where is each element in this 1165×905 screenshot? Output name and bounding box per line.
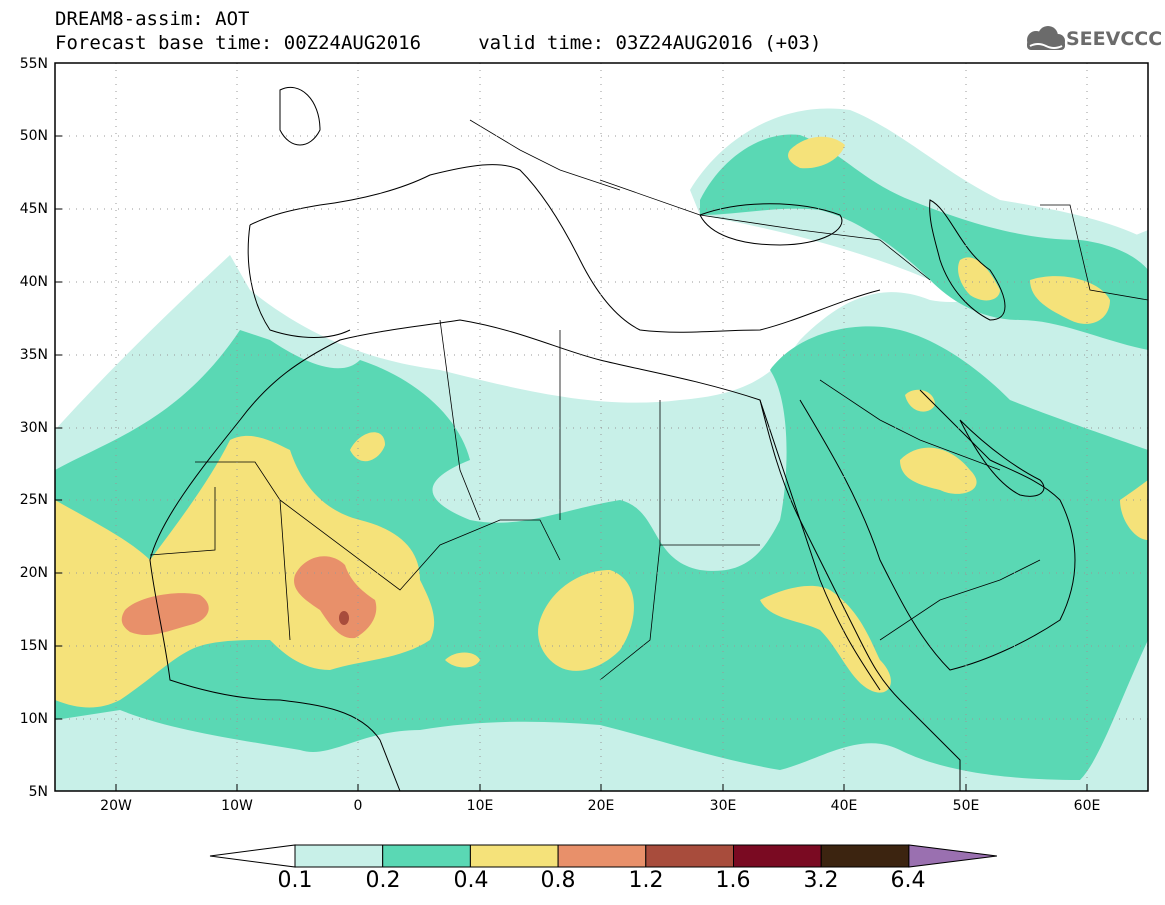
colorbar-label: 6.4: [890, 868, 926, 893]
aot-band-0.4-west: [55, 435, 435, 708]
border-line: [439, 319, 481, 521]
aot-band-0.4-iran: [1030, 276, 1110, 324]
aot-band-0.8-senegal: [121, 593, 209, 635]
lat-label: 45N: [19, 201, 48, 217]
coastlines: [149, 87, 1076, 791]
graticule: [55, 63, 1148, 791]
border-line: [879, 559, 1041, 641]
border-line: [1040, 204, 1148, 301]
lat-label: 25N: [19, 492, 48, 508]
uk-coast: [279, 87, 321, 146]
axis-ticks: [55, 135, 1088, 791]
border-line: [469, 119, 621, 191]
lon-label: 20W: [100, 798, 132, 814]
forecast-time-line: Forecast base time: 00Z24AUG2016 valid t…: [55, 32, 822, 54]
border-line: [279, 499, 561, 591]
colorbar-label: 0.4: [453, 868, 489, 893]
lat-label: 20N: [19, 565, 48, 581]
logo-text: SEEVCCC: [1066, 28, 1163, 50]
aot-band-0.4-iraq: [905, 389, 935, 412]
seevccc-logo: [1027, 26, 1065, 50]
border-line: [819, 379, 1001, 471]
red-sea: [759, 399, 881, 691]
lat-label: 10N: [19, 711, 48, 727]
persian-gulf: [959, 419, 1045, 497]
aot-band-0.4-caspian: [958, 257, 1000, 301]
colorbar-label: 0.2: [365, 868, 401, 893]
lat-label: 55N: [19, 56, 48, 72]
colorbar-label: 1.2: [628, 868, 664, 893]
aot-band-0.4-east: [760, 585, 891, 693]
colorbar-label: 0.8: [540, 868, 576, 893]
iberia-coast: [247, 224, 351, 338]
lon-label: 10E: [466, 798, 494, 814]
lon-label: 40E: [830, 798, 858, 814]
lon-label: 20E: [587, 798, 615, 814]
aot-band-0.4-gulf: [1120, 480, 1148, 540]
lat-label: 5N: [28, 784, 48, 800]
lon-label: 50E: [952, 798, 980, 814]
borders: [149, 119, 1148, 681]
colorbar-label: 0.1: [277, 868, 313, 893]
aot-band-0.8-mali: [294, 556, 377, 639]
caspian-sea: [929, 199, 1006, 321]
lat-label: 30N: [19, 420, 48, 436]
black-sea: [699, 203, 843, 246]
lon-label: 0: [353, 798, 363, 814]
europe-coast: [249, 164, 881, 333]
aot-band-0.4-central: [538, 570, 634, 671]
lon-label: 30E: [709, 798, 737, 814]
lon-label: 10W: [221, 798, 253, 814]
aot-band-1.2-core: [339, 611, 349, 625]
west-africa-coast: [149, 559, 401, 791]
africa-coast: [149, 319, 961, 791]
lat-label: 35N: [19, 347, 48, 363]
border-line: [149, 487, 216, 556]
aot-band-0.4-chad: [445, 652, 480, 668]
border-line: [195, 461, 291, 641]
border-line: [599, 544, 661, 681]
border-line: [599, 179, 931, 281]
aot-band-0.4-morocco: [350, 432, 385, 462]
lat-label: 50N: [19, 128, 48, 144]
product-title: DREAM8-assim: AOT: [55, 8, 250, 30]
lon-label: 60E: [1073, 798, 1101, 814]
colorbar-label: 3.2: [803, 868, 839, 893]
aot-band-0.4-arabia: [900, 447, 977, 494]
lat-label: 40N: [19, 274, 48, 290]
aot-band-0.4-kazakh: [788, 136, 845, 169]
colorbar-label: 1.6: [715, 868, 751, 893]
lat-label: 15N: [19, 638, 48, 654]
arabia-coast: [799, 389, 1076, 671]
